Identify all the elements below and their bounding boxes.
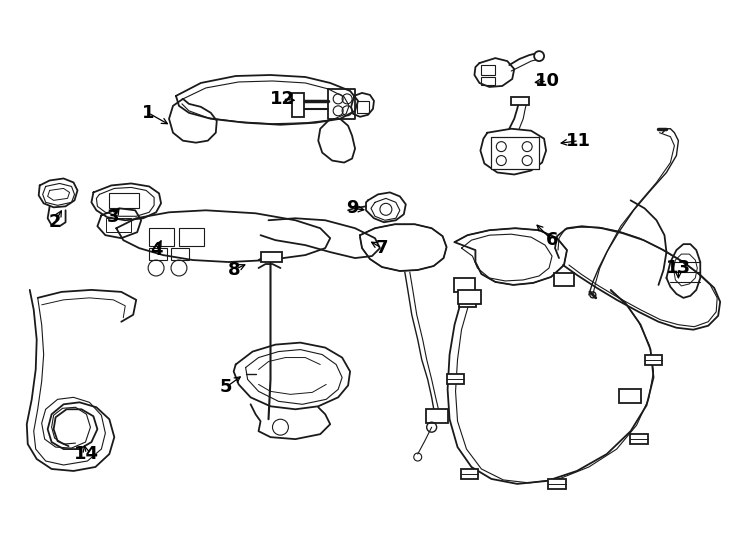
Bar: [630, 434, 647, 444]
Bar: [491, 137, 539, 168]
Text: 7: 7: [376, 239, 388, 257]
Bar: [426, 409, 448, 423]
Polygon shape: [666, 244, 700, 298]
Text: 2: 2: [48, 213, 61, 231]
Polygon shape: [169, 99, 217, 143]
Polygon shape: [233, 342, 350, 409]
Bar: [644, 355, 663, 365]
Bar: [149, 228, 174, 246]
Bar: [171, 248, 189, 260]
Circle shape: [534, 51, 544, 61]
Bar: [149, 248, 167, 260]
Text: 1: 1: [142, 104, 154, 122]
Text: 8: 8: [228, 261, 240, 279]
Text: 6: 6: [546, 231, 559, 249]
Bar: [512, 97, 529, 105]
Polygon shape: [454, 228, 567, 285]
Polygon shape: [98, 208, 141, 238]
Bar: [482, 65, 495, 75]
Bar: [454, 278, 476, 292]
Bar: [109, 193, 139, 208]
Text: 9: 9: [346, 199, 358, 217]
Polygon shape: [328, 89, 355, 119]
Bar: [548, 479, 566, 489]
Bar: [106, 218, 131, 232]
Bar: [292, 93, 305, 117]
Bar: [482, 77, 495, 85]
Bar: [357, 101, 369, 113]
Polygon shape: [366, 192, 406, 222]
Bar: [554, 273, 574, 286]
Bar: [491, 137, 539, 168]
Text: 5: 5: [219, 379, 232, 396]
Polygon shape: [481, 129, 546, 174]
Polygon shape: [176, 75, 358, 125]
Polygon shape: [92, 184, 161, 220]
Text: 3: 3: [107, 208, 120, 226]
Bar: [460, 469, 479, 479]
Text: 14: 14: [74, 445, 99, 463]
Bar: [459, 297, 476, 307]
Bar: [457, 290, 482, 304]
Text: 10: 10: [534, 72, 559, 90]
Bar: [446, 374, 465, 384]
Text: 4: 4: [150, 241, 162, 259]
Text: 13: 13: [666, 259, 691, 277]
Polygon shape: [116, 210, 330, 262]
Polygon shape: [360, 224, 446, 271]
Polygon shape: [351, 93, 374, 117]
Polygon shape: [39, 179, 78, 207]
Text: 12: 12: [270, 90, 295, 108]
Polygon shape: [474, 58, 515, 87]
Bar: [179, 228, 204, 246]
Text: 11: 11: [567, 132, 592, 150]
Bar: [261, 252, 283, 262]
Bar: [619, 389, 641, 403]
